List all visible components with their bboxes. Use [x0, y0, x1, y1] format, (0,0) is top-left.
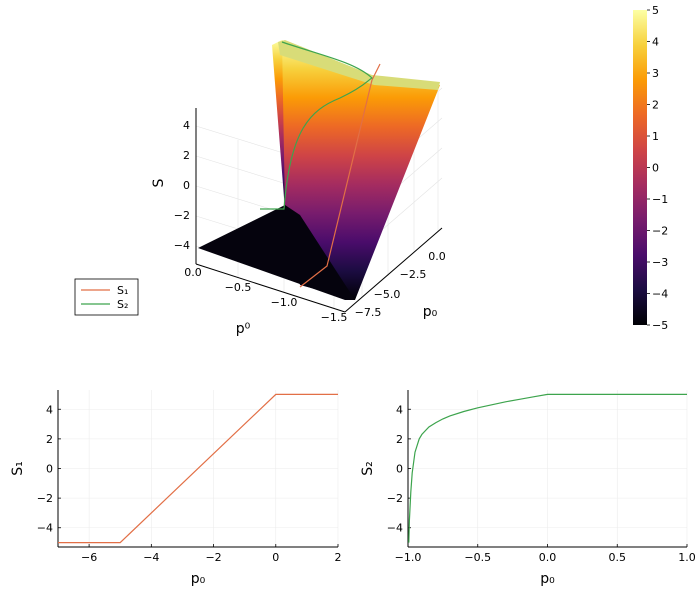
legend: S₁ S₂ — [74, 278, 139, 316]
colorbar-tick-label: −2 — [652, 225, 668, 238]
y-axis-label: S₁ — [10, 461, 26, 476]
z-tick-label: −4 — [174, 239, 190, 252]
x-tick-label: 1.0 — [678, 551, 696, 564]
colorbar-tick-label: 0 — [652, 162, 659, 175]
surface-plot: −4 −2 0 2 4 0.0 −0.5 −1.0 −1.5 −7.5 −5.0… — [74, 4, 668, 337]
surface-top-plateau — [278, 40, 440, 90]
surface-bottom-plateau — [198, 205, 355, 300]
x-tick-label: 0.0 — [539, 551, 557, 564]
x-axis-label: p₀ — [540, 571, 555, 587]
z-tick-label: 2 — [183, 149, 190, 162]
legend-box — [74, 278, 139, 316]
x-tick-label: −2 — [205, 551, 221, 564]
surface-curve-s1 — [299, 63, 381, 288]
x-tick-label: −1.0 — [271, 296, 298, 309]
colorbar-tick-label: 4 — [652, 36, 659, 49]
legend-label-s2: S₂ — [117, 298, 128, 311]
x-axis-label: p⁰ — [236, 321, 251, 337]
x-tick-label: 0 — [272, 551, 279, 564]
y-axis-line — [344, 227, 443, 313]
series-line — [58, 393, 338, 544]
y-tick-label: 2 — [396, 433, 403, 446]
y-tick-label: −2 — [387, 492, 403, 505]
y-tick-label: 4 — [46, 403, 53, 416]
line-plot-s1: −6 −4 −2 0 2 −4 −2 0 2 4 p₀ S₁ — [10, 390, 342, 587]
x-tick-label: 0.5 — [609, 551, 627, 564]
y-tick-label: 0 — [396, 463, 403, 476]
surface-slope — [282, 40, 440, 300]
z-tick-label: 0 — [183, 179, 190, 192]
colorbar-tick-label: 5 — [652, 4, 659, 17]
legend-label-s1: S₁ — [117, 284, 128, 297]
y-tick-labels: −7.5 −5.0 −2.5 0.0 — [355, 250, 446, 319]
z-tick-label: 4 — [183, 119, 190, 132]
x-tick-label: 0.0 — [184, 266, 202, 279]
x-tick-label: 2 — [335, 551, 342, 564]
x-tick-label: −0.5 — [225, 281, 252, 294]
x-tick-label: −6 — [81, 551, 97, 564]
z-tick-label: −2 — [174, 209, 190, 222]
colorbar-tick-label: 1 — [652, 130, 659, 143]
x-tick-label: −1.5 — [321, 311, 348, 324]
colorbar-tick-label: 3 — [652, 67, 659, 80]
x-tick-label: −4 — [143, 551, 159, 564]
colorbar-gradient — [633, 10, 647, 325]
x-axis-line — [195, 263, 346, 313]
surface-curve-s2 — [260, 41, 374, 210]
y-tick-label: −4 — [37, 522, 53, 535]
y-tick-label: −7.5 — [355, 306, 382, 319]
x-tick-label: −1.0 — [395, 551, 422, 564]
y-tick-label: 0.0 — [428, 250, 446, 263]
z-axis-label: S — [151, 178, 167, 187]
y-tick-label: −4 — [387, 522, 403, 535]
x-axis-label: p₀ — [191, 571, 206, 587]
y-tick-label: −5.0 — [374, 288, 401, 301]
x-tick-label: −0.5 — [464, 551, 491, 564]
colorbar-tick-label: −4 — [652, 288, 668, 301]
y-tick-label: 2 — [46, 433, 53, 446]
line-plot-s2: −1.0 −0.5 0.0 0.5 1.0 −4 −2 0 2 4 p₀ S₂ — [360, 390, 696, 587]
y-tick-label: −2 — [37, 492, 53, 505]
colorbar-tick-label: −1 — [652, 193, 668, 206]
x-tick-labels: 0.0 −0.5 −1.0 −1.5 — [184, 266, 347, 324]
colorbar-tick-label: 2 — [652, 99, 659, 112]
y-tick-label: 4 — [396, 403, 403, 416]
z-tick-labels: −4 −2 0 2 4 — [174, 119, 190, 252]
colorbar-tick-label: −3 — [652, 256, 668, 269]
series-line — [408, 393, 687, 543]
y-axis-label: S₂ — [360, 461, 376, 476]
colorbar: 5 4 3 2 1 0 −1 −2 −3 −4 −5 — [633, 4, 668, 332]
colorbar-tick-label: −5 — [652, 319, 668, 332]
y-axis-label: p₀ — [423, 304, 438, 320]
colorbar-ticks: 5 4 3 2 1 0 −1 −2 −3 −4 −5 — [647, 4, 668, 332]
y-tick-label: 0 — [46, 463, 53, 476]
y-tick-label: −2.5 — [400, 268, 427, 281]
